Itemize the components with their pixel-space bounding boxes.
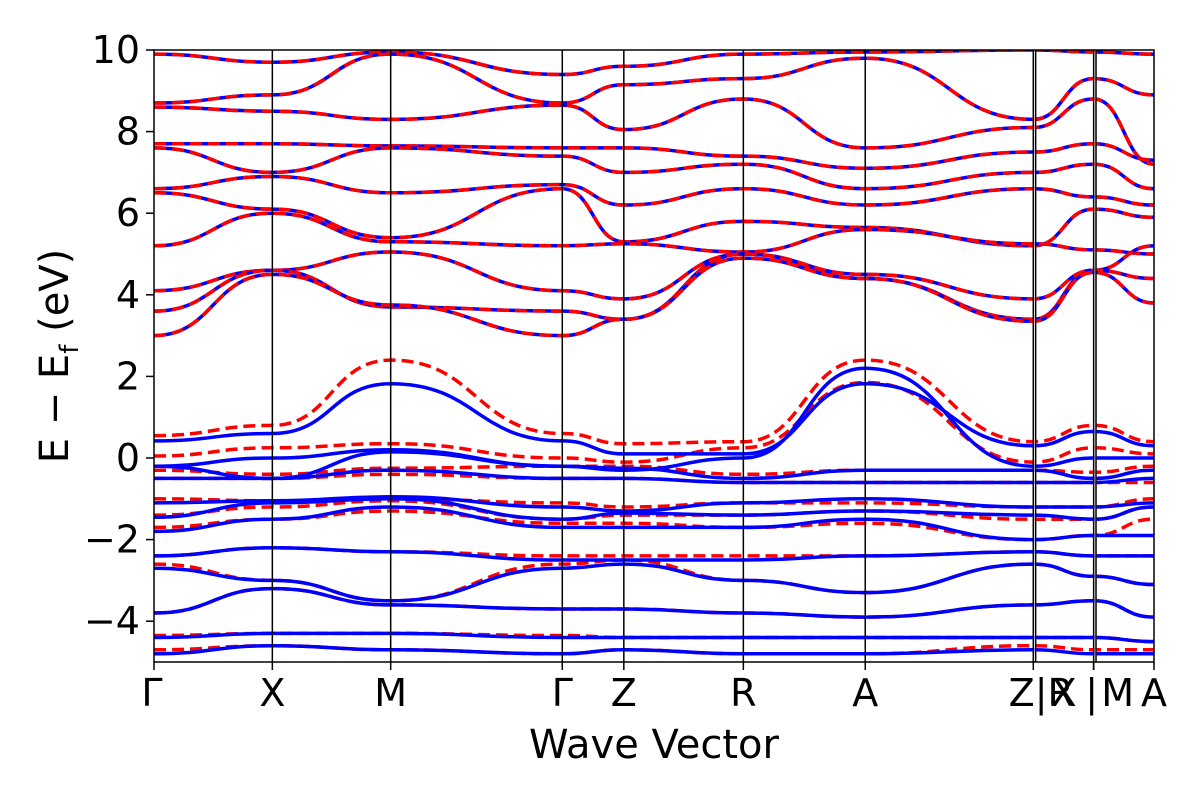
y-tick-label: 2 (116, 354, 140, 398)
x-tick-label: R (730, 671, 756, 715)
y-tick-label: 6 (116, 191, 140, 235)
band-blue-v5 (154, 497, 1154, 521)
band-red-v8 (154, 558, 1154, 603)
x-tick-label: Γ (552, 671, 573, 715)
y-tick-label: −4 (84, 599, 140, 643)
x-tick-label: M (374, 671, 407, 715)
x-tick-label: M (1101, 671, 1134, 715)
x-tick-label: Z|R (1009, 671, 1074, 716)
band-red-c6 (154, 186, 1154, 248)
band-blue-v10 (154, 631, 1154, 644)
x-tick-label: A (852, 671, 878, 715)
x-tick-label: Z (611, 671, 637, 715)
band-blue-v3 (154, 468, 1154, 485)
y-axis: −4 −2 0 2 4 6 8 10 (84, 28, 154, 643)
x-tick-label: X (1051, 671, 1077, 715)
band-red-c5 (154, 174, 1154, 207)
kpath-lines (271, 50, 1097, 662)
band-red-c3 (154, 142, 1154, 171)
x-tick-label: A (1141, 671, 1167, 715)
band-red-c1 (154, 52, 1154, 122)
band-red-c7 (154, 211, 1154, 256)
x-tick-label: Γ (141, 671, 162, 715)
y-tick-label: −2 (84, 518, 140, 562)
y-tick-label: 0 (116, 436, 140, 480)
x-tick-label: X (259, 671, 285, 715)
band-blue-v2 (154, 450, 1154, 481)
band-red-c8 (154, 244, 1154, 301)
band-blue-v9 (154, 586, 1154, 619)
x-axis: Γ X M Γ Z R A Z|RX | M A (141, 662, 1167, 716)
y-tick-label: 4 (116, 273, 140, 317)
x-axis-label: Wave Vector (529, 722, 780, 768)
band-red-c10 (154, 256, 1154, 338)
y-axis-label: E − Ef (eV) (32, 249, 85, 464)
x-tick-label: | (1085, 671, 1098, 716)
band-blue-v8 (154, 562, 1154, 603)
band-red-c2 (154, 97, 1154, 166)
y-tick-label: 10 (92, 28, 140, 72)
y-tick-label: 8 (116, 110, 140, 154)
y-axis-label-unit: (eV) (32, 249, 78, 345)
band-red-c4 (154, 146, 1154, 191)
y-axis-label-main: E − E (32, 354, 78, 464)
y-axis-label-subscript: f (55, 344, 85, 354)
plot-frame (153, 49, 1155, 663)
